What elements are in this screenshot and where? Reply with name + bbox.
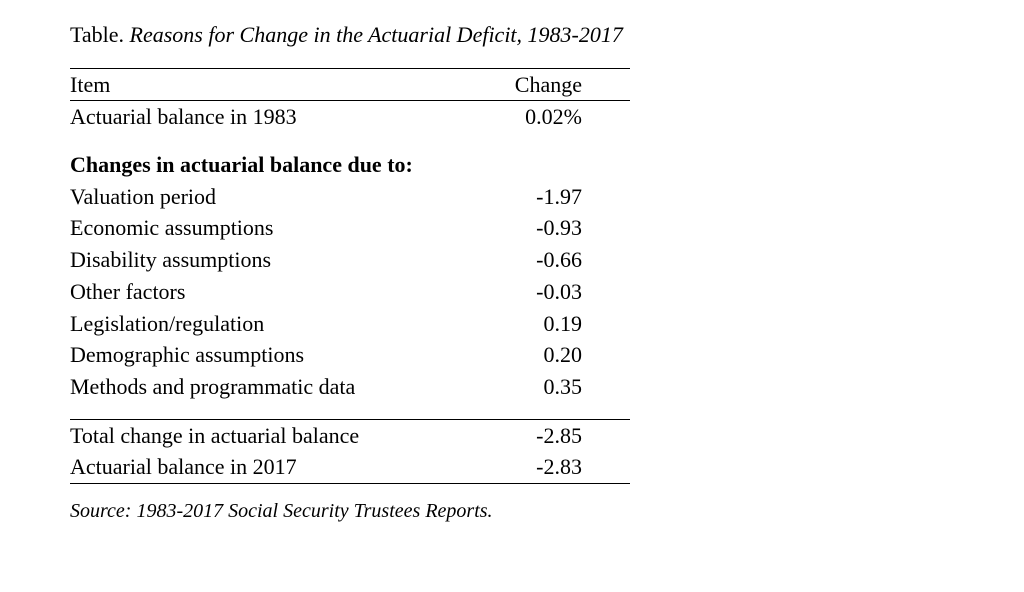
table-row: Demographic assumptions 0.20 xyxy=(70,339,630,371)
cell-change: 0.35 xyxy=(437,371,630,403)
spacer-row xyxy=(70,133,630,149)
table-row: Valuation period -1.97 xyxy=(70,181,630,213)
table-title: Reasons for Change in the Actuarial Defi… xyxy=(130,22,623,47)
table-row: Disability assumptions -0.66 xyxy=(70,244,630,276)
cell-item: Valuation period xyxy=(70,181,437,213)
cell-item: Disability assumptions xyxy=(70,244,437,276)
section-heading-row: Changes in actuarial balance due to: xyxy=(70,149,630,181)
cell-change: -2.83 xyxy=(437,451,630,483)
table-header-row: Item Change xyxy=(70,68,630,101)
cell-change: -0.66 xyxy=(437,244,630,276)
table-row: Economic assumptions -0.93 xyxy=(70,212,630,244)
col-header-change: Change xyxy=(437,68,630,101)
table-row: Actuarial balance in 1983 0.02% xyxy=(70,101,630,133)
cell-change: -2.85 xyxy=(437,419,630,451)
cell-item: Demographic assumptions xyxy=(70,339,437,371)
cell-item: Economic assumptions xyxy=(70,212,437,244)
cell-item: Other factors xyxy=(70,276,437,308)
page: Table. Reasons for Change in the Actuari… xyxy=(0,0,1024,592)
cell-change: 0.02% xyxy=(437,101,630,133)
cell-change: -0.93 xyxy=(437,212,630,244)
actuarial-table: Item Change Actuarial balance in 1983 0.… xyxy=(70,68,630,484)
table-row: Methods and programmatic data 0.35 xyxy=(70,371,630,403)
table-row: Legislation/regulation 0.19 xyxy=(70,308,630,340)
cell-item: Legislation/regulation xyxy=(70,308,437,340)
table-row: Actuarial balance in 2017 -2.83 xyxy=(70,451,630,483)
cell-change: -1.97 xyxy=(437,181,630,213)
table-source: Source: 1983-2017 Social Security Truste… xyxy=(70,498,954,525)
cell-item: Methods and programmatic data xyxy=(70,371,437,403)
cell-change: 0.20 xyxy=(437,339,630,371)
table-row: Other factors -0.03 xyxy=(70,276,630,308)
spacer-row xyxy=(70,403,630,420)
cell-item: Total change in actuarial balance xyxy=(70,419,437,451)
col-header-item: Item xyxy=(70,68,437,101)
table-row: Total change in actuarial balance -2.85 xyxy=(70,419,630,451)
cell-change: -0.03 xyxy=(437,276,630,308)
cell-item: Actuarial balance in 1983 xyxy=(70,101,437,133)
section-heading: Changes in actuarial balance due to: xyxy=(70,149,630,181)
table-title-line: Table. Reasons for Change in the Actuari… xyxy=(70,20,954,50)
cell-change: 0.19 xyxy=(437,308,630,340)
cell-item: Actuarial balance in 2017 xyxy=(70,451,437,483)
table-title-prefix: Table. xyxy=(70,22,130,47)
